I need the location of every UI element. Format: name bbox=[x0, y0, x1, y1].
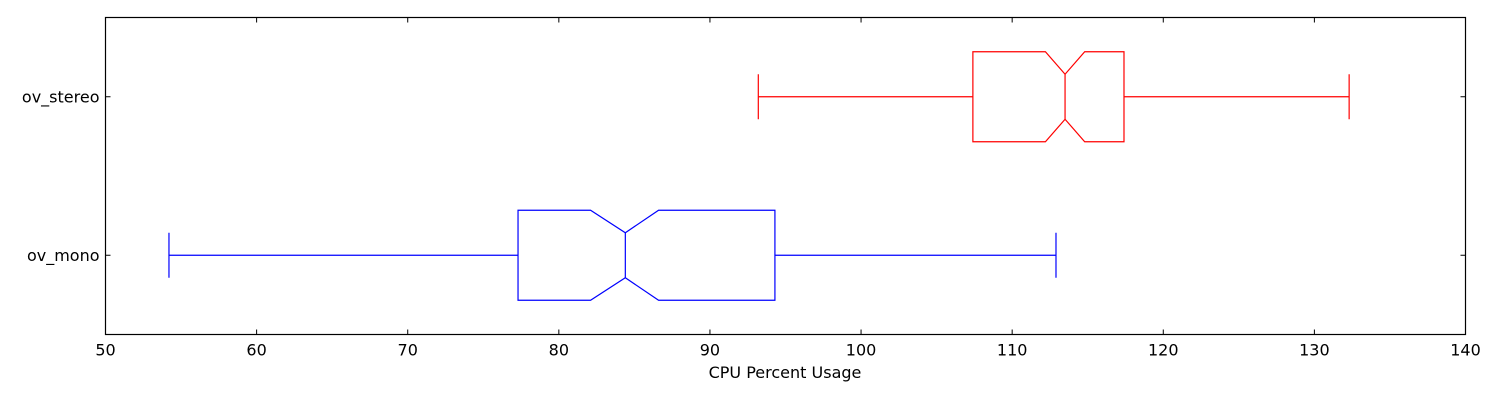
plot-frame bbox=[104, 16, 1467, 336]
y-tick-label-ov_mono: ov_mono bbox=[27, 246, 100, 266]
x-tick-label: 130 bbox=[1299, 341, 1330, 360]
x-tick-label: 140 bbox=[1450, 341, 1481, 360]
notched-box-ov_stereo bbox=[972, 51, 1125, 143]
boxes-layer bbox=[168, 51, 1350, 301]
x-tick-label: 120 bbox=[1148, 341, 1179, 360]
x-tick-label: 80 bbox=[549, 341, 569, 360]
x-tick-label: 100 bbox=[846, 341, 877, 360]
box-ov_stereo bbox=[757, 51, 1350, 143]
x-tick-label: 70 bbox=[398, 341, 418, 360]
y-tick-labels: ov_mono ov_stereo bbox=[22, 87, 100, 266]
notched-box-ov_mono bbox=[517, 209, 776, 301]
x-tick-label: 90 bbox=[700, 341, 720, 360]
y-tick-label-ov_stereo: ov_stereo bbox=[22, 87, 100, 107]
x-axis-label: CPU Percent Usage bbox=[709, 363, 862, 382]
x-tick-label: 50 bbox=[95, 341, 115, 360]
x-tick-label: 60 bbox=[246, 341, 266, 360]
box-ov_mono bbox=[168, 209, 1057, 301]
x-tick-labels: 50 60 70 80 90 100 110 120 130 140 bbox=[95, 341, 1480, 360]
x-tick-label: 110 bbox=[997, 341, 1028, 360]
tick-layer bbox=[105, 17, 1466, 335]
